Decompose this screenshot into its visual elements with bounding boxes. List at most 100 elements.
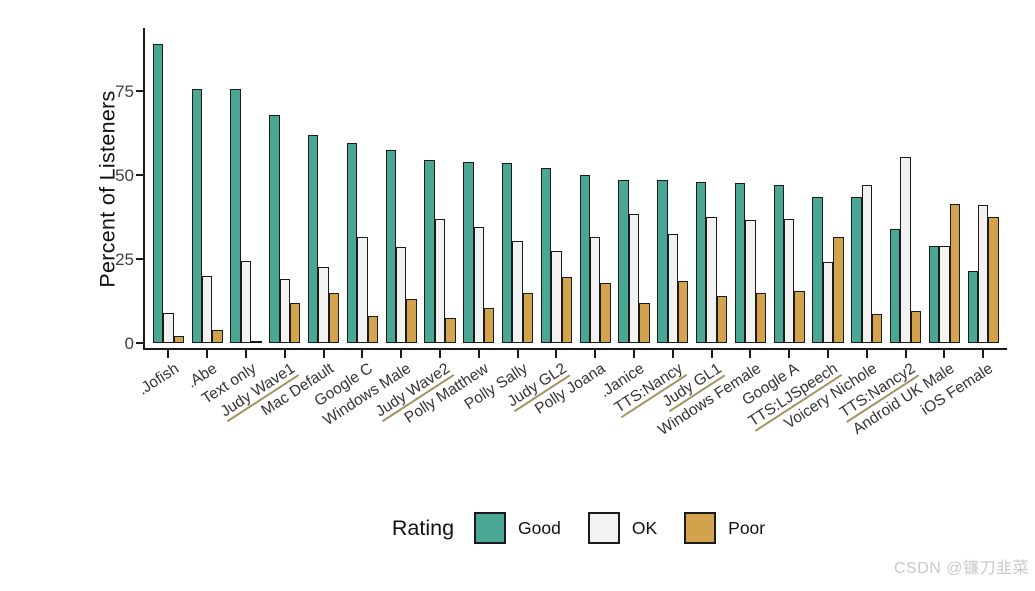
bar-poor-text-only [251, 340, 262, 343]
bar-ok-voicery-nichole [861, 185, 872, 343]
legend-item-good: Good [474, 512, 561, 544]
legend-label-good: Good [518, 517, 561, 538]
bar-good-abe [191, 89, 202, 343]
legend-label-poor: Poor [728, 517, 766, 538]
legend-label-ok: OK [631, 517, 658, 538]
y-tick-label: 25 [115, 249, 134, 269]
legend-item-poor: Poor [684, 512, 765, 544]
bar-poor-judy-wave1 [290, 302, 301, 343]
x-tick [904, 349, 907, 358]
bar-good-windows-female [734, 183, 746, 343]
bar-good-tts-nancy2 [890, 228, 901, 343]
x-tick [167, 349, 170, 358]
bar-good-mac-default [308, 134, 319, 343]
y-tick-label: 0 [124, 333, 134, 353]
bar-ok-polly-sally [512, 240, 523, 343]
x-tick [982, 349, 985, 358]
bar-ok-tts-ljspeech [822, 262, 834, 343]
bar-ok-polly-joana [590, 237, 601, 343]
bar-poor-tts-ljspeech [833, 237, 844, 343]
bar-good-google-c [346, 143, 358, 343]
bar-poor-polly-joana [600, 282, 611, 343]
bar-good-judy-wave2 [424, 159, 435, 343]
x-tick [245, 349, 247, 358]
legend-swatch-poor [684, 512, 717, 544]
x-tick [943, 349, 946, 358]
bar-poor-tts-nancy [678, 280, 689, 343]
bar-good-tts-ljspeech [812, 196, 823, 343]
watermark: CSDN @镰刀韭菜 [893, 560, 1029, 577]
bar-ok-judy-gl1 [706, 217, 717, 343]
bar-poor-google-c [367, 316, 378, 343]
bar-poor-abe [212, 329, 223, 343]
y-tick-label: 50 [115, 165, 134, 185]
bar-poor-jofish [173, 336, 184, 343]
legend-title: Rating [391, 515, 455, 540]
bar-good-polly-sally [502, 163, 513, 343]
bar-poor-android-uk-male [949, 203, 960, 343]
y-tick [135, 174, 144, 176]
y-tick-label: 75 [115, 81, 134, 101]
bar-poor-polly-sally [522, 292, 534, 343]
x-tick [516, 349, 519, 358]
bar-good-jofish [152, 43, 164, 343]
bar-ok-mac-default [318, 267, 329, 343]
x-tick [749, 349, 752, 358]
bar-ok-text-only [240, 260, 252, 343]
bar-ok-polly-matthew [473, 227, 484, 343]
bar-good-voicery-nichole [851, 196, 862, 343]
bar-poor-google-a [794, 290, 805, 343]
bar-ok-tts-nancy2 [900, 156, 911, 343]
bar-good-judy-wave1 [269, 114, 280, 343]
bar-good-polly-matthew [463, 161, 474, 343]
bar-good-polly-joana [579, 175, 590, 343]
x-tick [477, 349, 480, 358]
x-tick [633, 349, 635, 358]
legend-item-ok: OK [587, 512, 658, 544]
x-tick [555, 349, 558, 358]
x-axis-line [143, 347, 1007, 350]
bar-good-judy-gl2 [540, 168, 552, 343]
x-tick [206, 349, 209, 358]
bar-ok-tts-nancy [667, 233, 678, 343]
bar-good-text-only [230, 89, 241, 343]
x-axis-label-jofish: .Jofish [134, 360, 182, 399]
bar-good-google-a [773, 185, 784, 343]
bar-good-judy-gl1 [696, 181, 707, 343]
bar-good-ios-female [967, 270, 978, 343]
bar-ok-windows-female [745, 220, 756, 343]
x-tick [788, 349, 791, 358]
bar-ok-judy-gl2 [551, 250, 562, 343]
bar-ok-jofish [163, 312, 174, 343]
x-tick [439, 349, 441, 358]
bar-ok-windows-male [396, 247, 407, 343]
bar-poor-windows-male [406, 299, 417, 343]
x-tick [361, 349, 364, 358]
bar-poor-judy-gl1 [716, 295, 728, 343]
bar-ok-abe [202, 275, 213, 343]
y-tick [135, 258, 144, 260]
bar-ok-ios-female [978, 205, 989, 343]
bar-ok-google-c [357, 237, 368, 343]
bar-poor-tts-nancy2 [910, 311, 922, 343]
bar-poor-windows-female [755, 292, 766, 343]
bar-ok-android-uk-male [939, 245, 950, 343]
bar-ok-google-a [784, 218, 795, 343]
x-tick [710, 349, 713, 358]
x-tick [283, 349, 286, 358]
bar-ok-judy-wave1 [279, 279, 290, 343]
bar-poor-ios-female [988, 217, 999, 343]
legend: Rating Good OK Poor [0, 512, 1035, 544]
bar-poor-judy-wave2 [445, 317, 456, 343]
legend-items: Good OK Poor [474, 512, 765, 544]
x-tick [827, 349, 829, 358]
legend-swatch-good [474, 512, 507, 544]
bar-ok-janice [628, 213, 640, 343]
y-tick [135, 90, 144, 92]
bar-good-janice [618, 180, 629, 343]
x-tick [865, 349, 868, 358]
bar-poor-janice [639, 302, 650, 343]
bar-good-tts-nancy [657, 180, 668, 343]
